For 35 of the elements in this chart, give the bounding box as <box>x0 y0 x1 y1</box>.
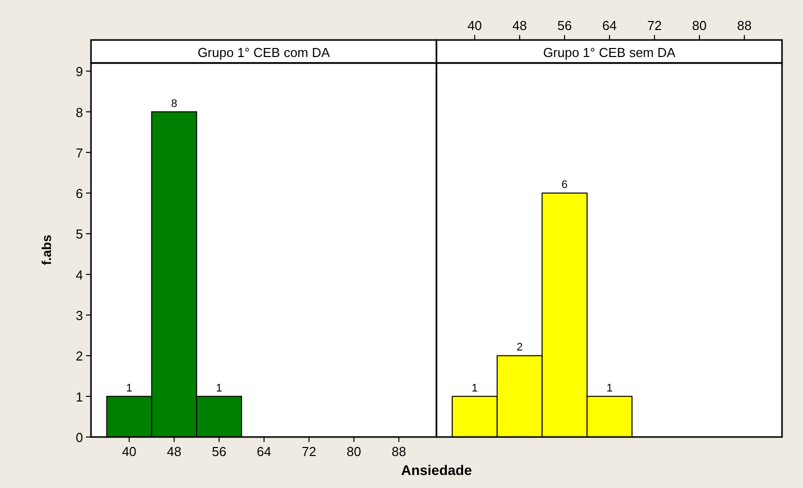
x2-tick-label: 56 <box>557 18 572 33</box>
y-tick-label: 7 <box>76 145 83 160</box>
chart-title: Grupo 1° CEB sem DA <box>543 45 676 60</box>
x-tick-label: 72 <box>302 444 316 459</box>
chart-title: Grupo 1° CEB com DA <box>198 45 330 60</box>
y-tick-label: 6 <box>76 186 83 202</box>
y-tick-label: 1 <box>76 389 83 404</box>
y-tick-label: 9 <box>76 64 83 80</box>
x-tick-label: 48 <box>166 444 182 459</box>
data-label: 8 <box>171 98 178 110</box>
x-tick-label: 88 <box>392 444 406 459</box>
x2-tick-label: 72 <box>647 18 662 33</box>
data-label: 1 <box>216 382 222 394</box>
data-label: 6 <box>562 179 568 192</box>
x2-tick-label: 80 <box>692 18 707 33</box>
data-label: 1 <box>126 382 132 394</box>
x-tick-label: 56 <box>212 444 226 459</box>
x2-tick-label: 64 <box>602 18 617 33</box>
y-tick-label: 0 <box>76 430 83 445</box>
y-tick-label: 5 <box>76 226 83 242</box>
y-tick-label: 2 <box>76 348 83 364</box>
x-axis-title: Ansiedade <box>401 462 472 478</box>
x2-tick-label: 40 <box>467 18 482 33</box>
y-tick-label: 3 <box>76 308 83 324</box>
y-tick-label: 4 <box>76 267 83 282</box>
data-label: 2 <box>516 342 523 354</box>
x-tick-label: 40 <box>122 444 136 459</box>
x-tick-label: 80 <box>346 444 362 459</box>
y-tick-label: 8 <box>76 104 83 120</box>
x2-tick-label: 88 <box>737 18 752 33</box>
x-tick-label: 64 <box>256 444 272 459</box>
x2-tick-label: 48 <box>512 18 527 33</box>
data-label: 1 <box>606 382 613 394</box>
y-axis-title: f.abs <box>39 234 54 266</box>
data-label: 1 <box>472 382 478 394</box>
